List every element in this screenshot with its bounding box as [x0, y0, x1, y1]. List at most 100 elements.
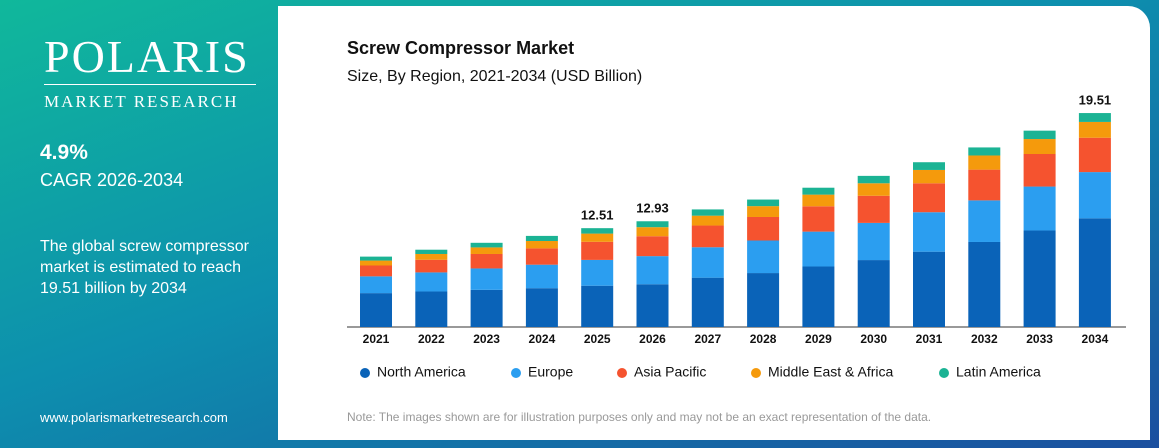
- legend-label: Middle East & Africa: [768, 364, 893, 380]
- brand-divider: [44, 84, 256, 85]
- bar-segment: [360, 276, 392, 294]
- cagr-value: 4.9%: [40, 141, 88, 164]
- bar-segment: [470, 289, 503, 327]
- bar-segment: [636, 256, 669, 285]
- legend-marker: [511, 368, 521, 378]
- bar-segment: [691, 225, 724, 248]
- legend-label: Europe: [528, 364, 573, 380]
- bar-segment: [415, 291, 448, 327]
- bar-segment: [802, 187, 835, 195]
- bar-segment: [636, 236, 669, 257]
- bar-segment: [802, 194, 835, 207]
- bar-segment: [913, 183, 945, 213]
- legend-marker: [939, 368, 949, 378]
- bar-segment: [470, 242, 503, 248]
- bar-segment: [968, 155, 1001, 170]
- total-label: 12.93: [636, 201, 669, 216]
- x-tick-label: 2028: [750, 332, 777, 346]
- bar-segment: [525, 264, 558, 289]
- legend-marker: [751, 368, 761, 378]
- bar-segment: [691, 277, 724, 327]
- total-label: 12.51: [581, 208, 614, 223]
- bar-segment: [1023, 130, 1056, 140]
- bar-segment: [913, 251, 945, 327]
- bar-segment: [1078, 113, 1111, 122]
- x-tick-label: 2026: [639, 332, 666, 346]
- bar-segment: [691, 247, 724, 278]
- bar-segment: [415, 249, 448, 254]
- x-tick-label: 2024: [529, 332, 556, 346]
- bar-segment: [802, 206, 835, 232]
- bar-segment: [581, 228, 614, 234]
- bar-segment: [525, 248, 558, 265]
- legend-label: North America: [377, 364, 466, 380]
- bar-segment: [360, 293, 392, 327]
- bar-segment: [1023, 139, 1056, 155]
- bar-segment: [1078, 172, 1111, 219]
- bar-segment: [857, 175, 890, 184]
- bar-segment: [1078, 218, 1111, 327]
- x-tick-label: 2021: [363, 332, 390, 346]
- bar-segment: [913, 162, 945, 170]
- bar-segment: [1078, 121, 1111, 138]
- bar-segment: [968, 169, 1001, 201]
- x-tick-label: 2022: [418, 332, 445, 346]
- bar-segment: [968, 200, 1001, 242]
- bar-segment: [747, 240, 780, 274]
- bar-segment: [636, 284, 669, 327]
- bar-segment: [525, 288, 558, 327]
- x-tick-label: 2031: [916, 332, 943, 346]
- bar-segment: [1023, 154, 1056, 187]
- bar-segment: [581, 241, 614, 260]
- bar-segment: [525, 240, 558, 249]
- bar-segment: [581, 259, 614, 286]
- x-tick-label: 2032: [971, 332, 998, 346]
- bar-segment: [747, 273, 780, 327]
- bar-segment: [857, 222, 890, 261]
- bar-segment: [525, 235, 558, 241]
- bar-segment: [360, 256, 392, 261]
- bar-segment: [747, 206, 780, 217]
- brand-tagline: MARKET RESEARCH: [44, 92, 239, 111]
- bar-segment: [913, 169, 945, 184]
- bar-segment: [470, 253, 503, 269]
- bar-segment: [691, 209, 724, 216]
- x-tick-label: 2034: [1082, 332, 1109, 346]
- bar-segment: [636, 227, 669, 237]
- website: www.polarismarketresearch.com: [40, 410, 228, 425]
- bar-segment: [857, 260, 890, 327]
- bar-segment: [636, 221, 669, 228]
- note: Note: The images shown are for illustrat…: [347, 410, 931, 424]
- bar-segment: [802, 266, 835, 327]
- x-tick-label: 2023: [473, 332, 500, 346]
- x-tick-label: 2030: [860, 332, 887, 346]
- x-tick-label: 2033: [1026, 332, 1053, 346]
- x-tick-label: 2027: [694, 332, 721, 346]
- chart-title: Screw Compressor Market: [347, 38, 574, 58]
- bar-segment: [968, 147, 1001, 156]
- bar-segment: [470, 247, 503, 254]
- bar-segment: [581, 285, 614, 327]
- bar-segment: [415, 272, 448, 292]
- bar-segment: [581, 233, 614, 242]
- bar-segment: [691, 215, 724, 226]
- bar-segment: [360, 265, 392, 277]
- bar-segment: [1078, 137, 1111, 173]
- x-tick-label: 2029: [805, 332, 832, 346]
- bar-segment: [415, 259, 448, 273]
- bar-segment: [1023, 230, 1056, 327]
- legend-marker: [617, 368, 627, 378]
- bar-segment: [802, 231, 835, 267]
- x-tick-label: 2025: [584, 332, 611, 346]
- cagr-label: CAGR 2026-2034: [40, 170, 184, 190]
- total-label: 19.51: [1079, 92, 1112, 107]
- bar-segment: [1023, 186, 1056, 231]
- chart-subtitle: Size, By Region, 2021-2034 (USD Billion): [347, 68, 642, 85]
- legend-label: Asia Pacific: [634, 364, 706, 380]
- brand-name: POLARIS: [44, 31, 250, 82]
- bar-segment: [360, 260, 392, 266]
- bar-segment: [747, 216, 780, 241]
- bar-segment: [857, 195, 890, 223]
- bar-segment: [968, 241, 1001, 327]
